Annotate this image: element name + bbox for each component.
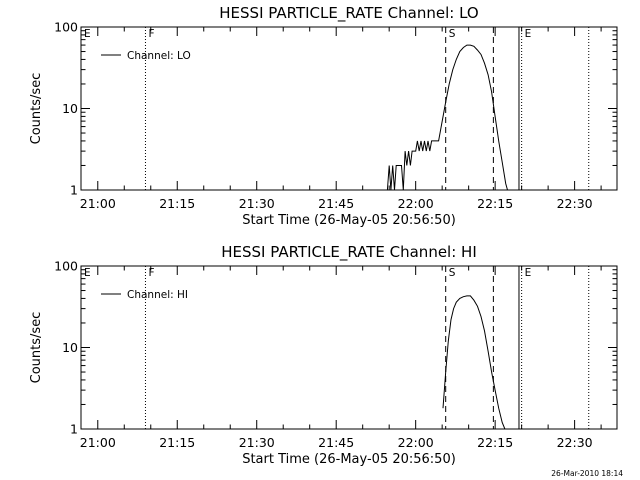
chart-title: HESSI PARTICLE_RATE Channel: LO <box>219 4 478 23</box>
x-tick-label: 22:00 <box>398 435 434 450</box>
legend-entry: Channel: LO <box>127 50 191 62</box>
marker-label: F <box>148 28 154 40</box>
x-tick-label: 21:00 <box>80 435 116 450</box>
y-tick-label: 10 <box>62 101 78 116</box>
x-tick-label: 22:30 <box>557 435 593 450</box>
x-tick-label: 22:30 <box>557 196 593 211</box>
y-tick-label: 1 <box>70 422 78 437</box>
chart-title: HESSI PARTICLE_RATE Channel: HI <box>221 243 477 262</box>
marker-label: E <box>84 28 91 40</box>
marker-label: F <box>148 267 154 279</box>
marker-label: E <box>84 267 91 279</box>
y-axis-label: Counts/sec <box>29 312 44 384</box>
x-tick-label: 21:45 <box>318 196 354 211</box>
chart-panel-lo: HESSI PARTICLE_RATE Channel: LO 1 10 100 Cou… <box>29 4 618 228</box>
x-tick-label: 22:15 <box>477 435 513 450</box>
marker-label: E <box>525 267 532 279</box>
series-line <box>386 44 508 191</box>
x-axis-label: Start Time (26-May-05 20:56:50) <box>242 452 456 467</box>
x-tick-label: 21:30 <box>239 435 275 450</box>
footer-timestamp: 26-Mar-2010 18:14 <box>551 469 623 478</box>
legend-entry: Channel: HI <box>127 289 188 301</box>
y-axis-label: Counts/sec <box>29 73 44 145</box>
y-tick-label: 10 <box>62 340 78 355</box>
x-tick-label: 21:15 <box>159 196 195 211</box>
y-tick-label: 100 <box>54 20 78 35</box>
x-tick-label: 22:15 <box>477 196 513 211</box>
marker-label: S <box>449 267 456 279</box>
x-tick-label: 21:15 <box>159 435 195 450</box>
x-axis-label: Start Time (26-May-05 20:56:50) <box>242 213 456 228</box>
marker-label: E <box>525 28 532 40</box>
x-tick-label: 21:00 <box>80 196 116 211</box>
x-tick-label: 22:00 <box>398 196 434 211</box>
series-line <box>442 295 506 430</box>
y-tick-label: 1 <box>70 183 78 198</box>
chart-panel-hi: HESSI PARTICLE_RATE Channel: HI 1 10 100 Cou… <box>29 243 618 467</box>
x-tick-label: 21:30 <box>239 196 275 211</box>
y-tick-label: 100 <box>54 259 78 274</box>
x-tick-label: 21:45 <box>318 435 354 450</box>
marker-label: S <box>449 28 456 40</box>
